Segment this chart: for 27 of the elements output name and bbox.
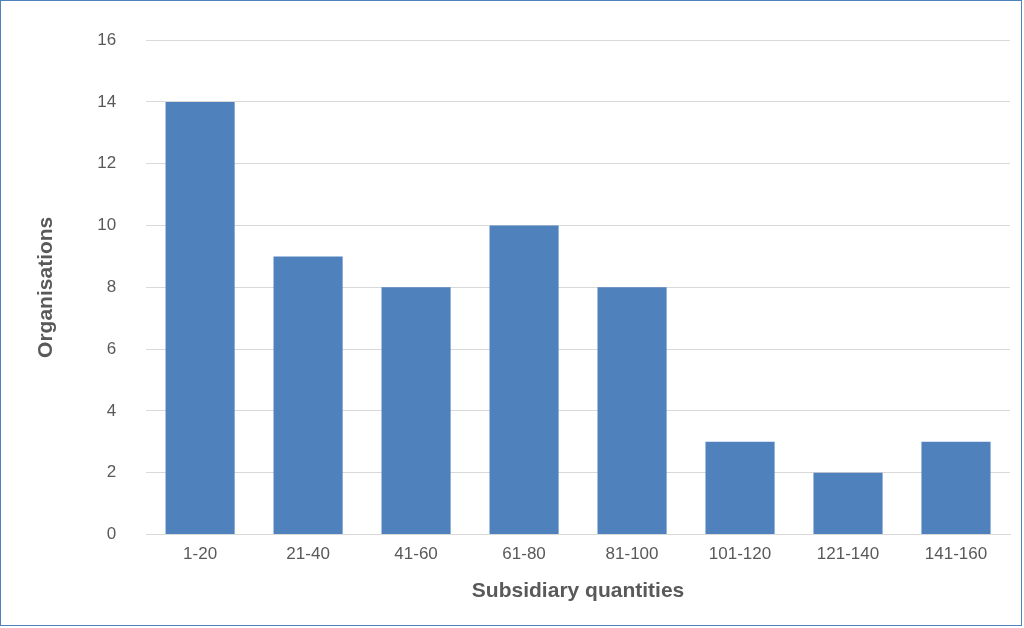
bar [921,441,991,534]
x-tick-label: 101-120 [708,544,772,564]
bar [597,287,667,534]
bar [705,441,775,534]
bar [381,287,451,534]
y-tick-label: 12 [97,153,117,173]
y-tick-label: 4 [106,400,117,420]
bar [273,256,343,534]
bar [489,225,559,534]
y-tick-label: 0 [106,524,117,544]
x-axis-title: Subsidiary quantities [471,578,685,602]
y-tick-label: 6 [106,338,117,358]
y-tick-label: 14 [97,91,117,111]
x-tick-label: 81-100 [605,544,659,564]
y-tick-label: 16 [97,29,117,49]
y-tick-label: 2 [106,462,117,482]
x-tick-label: 61-80 [502,544,546,564]
bar [165,101,235,534]
x-tick-label: 1-20 [183,544,218,564]
bar [813,472,883,534]
x-tick-label: 41-60 [394,544,438,564]
x-tick-label: 121-140 [816,544,880,564]
x-tick-label: 141-160 [924,544,988,564]
x-tick-label: 21-40 [286,544,330,564]
y-tick-label: 10 [97,215,117,235]
y-axis-title: Organisations [33,216,57,358]
y-tick-label: 8 [106,276,117,296]
